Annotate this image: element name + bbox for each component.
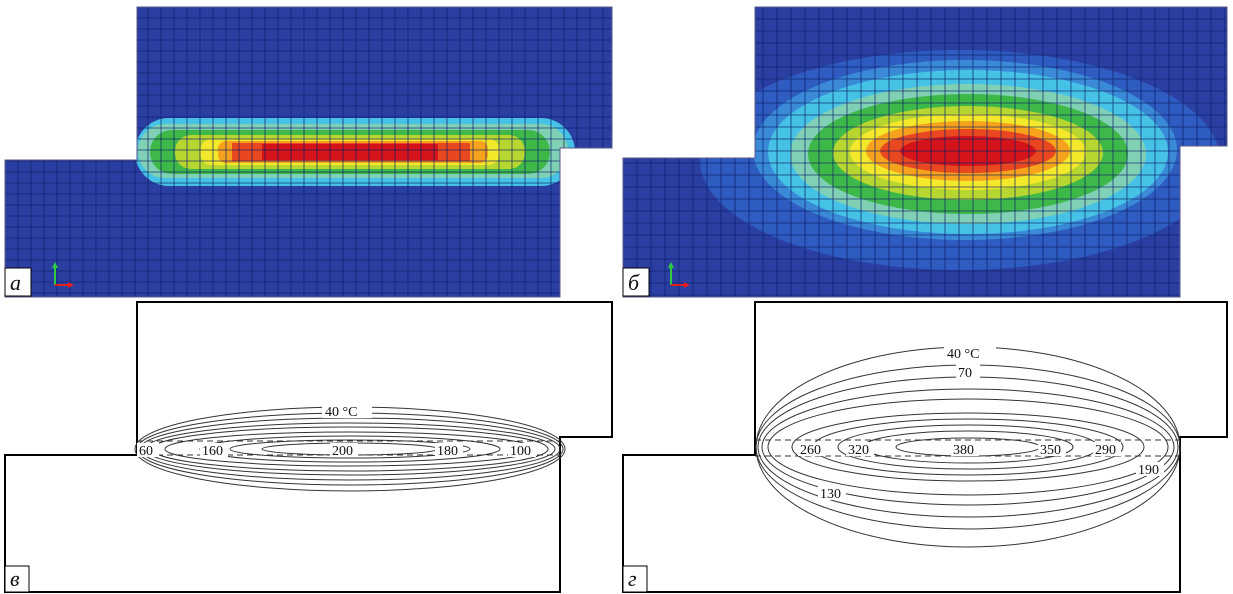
panel-v-label-200: 200 xyxy=(332,444,353,459)
panel-v-label-100: 100 xyxy=(510,444,531,459)
panel-g-contour-labels: 40 °C 70 260 320 380 350 290 190 130 xyxy=(798,344,1164,502)
panel-a-letter: а xyxy=(10,270,21,295)
panel-g-label-380: 380 xyxy=(953,443,974,458)
panel-v-label-180: 180 xyxy=(437,444,458,459)
panel-v-label-160: 160 xyxy=(202,444,223,459)
panel-g-letter: г xyxy=(628,566,637,591)
panel-v: 40 °C 60 160 200 180 100 в xyxy=(4,301,613,593)
panel-b-letter: б xyxy=(628,270,640,295)
panel-g-label-130: 130 xyxy=(820,487,841,502)
panel-a: а xyxy=(4,6,613,298)
panel-g-label-260: 260 xyxy=(800,443,821,458)
panel-v-contour-labels: 40 °C 60 160 200 180 100 xyxy=(137,402,536,459)
panel-v-outline xyxy=(4,301,613,593)
panel-g-label-350: 350 xyxy=(1040,443,1061,458)
panel-v-letter: в xyxy=(10,566,20,591)
panel-g-outline xyxy=(622,301,1228,593)
panel-a-axis-triad-icon xyxy=(52,262,74,288)
panel-b: б xyxy=(622,6,1228,298)
panel-b-outline xyxy=(622,6,1228,298)
panel-v-label-60: 60 xyxy=(139,444,153,459)
panel-b-axis-triad-icon xyxy=(668,262,690,288)
panel-g: 40 °C 70 260 320 380 350 290 190 130 г xyxy=(622,301,1228,593)
panel-g-label-70: 70 xyxy=(958,366,972,381)
panel-g-label-40: 40 °C xyxy=(947,347,979,362)
panel-a-outline xyxy=(4,6,613,298)
panel-g-label-190: 190 xyxy=(1138,463,1159,478)
panel-g-label-290: 290 xyxy=(1095,443,1116,458)
panel-g-label-320: 320 xyxy=(848,443,869,458)
panel-b-temperature-field xyxy=(700,50,1220,270)
panel-v-label-40: 40 °C xyxy=(325,405,357,420)
panel-a-temperature-field xyxy=(135,118,575,186)
